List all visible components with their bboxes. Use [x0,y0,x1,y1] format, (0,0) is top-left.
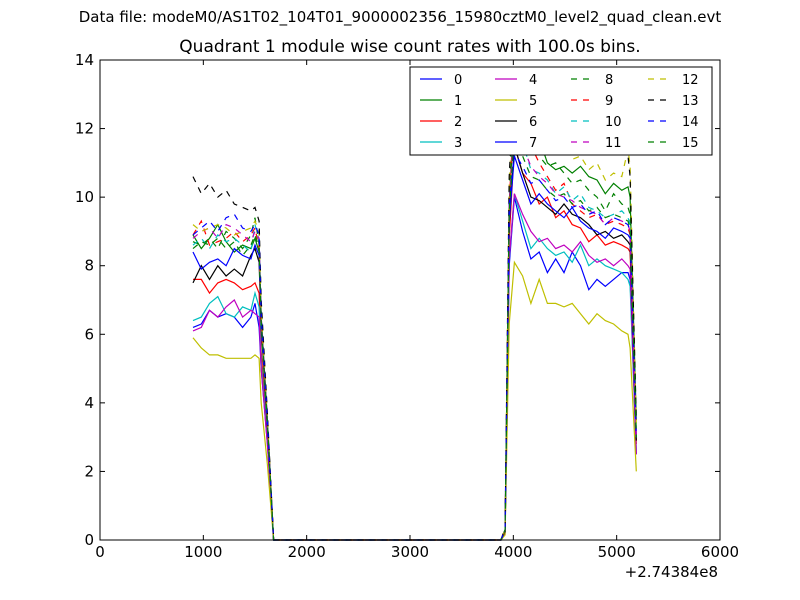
series-line-5 [192,260,637,541]
y-tick-label: 10 [75,188,94,206]
y-tick-label: 12 [75,120,94,138]
series-layer [192,68,637,541]
legend-label-0: 0 [454,73,462,88]
x-tick-label: 1000 [184,543,222,561]
legend-label-3: 3 [454,136,462,151]
series-line-8 [192,76,637,541]
series-line-10 [192,114,637,541]
series-line-4 [192,193,637,541]
y-tick-label: 2 [84,462,94,480]
legend-box [409,66,713,156]
legend-label-14: 14 [682,115,699,130]
legend-label-12: 12 [682,73,699,88]
x-tick-label: 0 [95,543,105,561]
legend-label-2: 2 [454,115,462,130]
y-tick-label: 8 [84,257,94,275]
legend-label-13: 13 [682,94,699,109]
legend-label-7: 7 [529,136,537,151]
x-tick-label: 4000 [494,543,532,561]
legend-label-8: 8 [605,73,613,88]
series-line-7 [192,155,637,541]
x-tick-label: 3000 [391,543,429,561]
data-file-label: Data file: modeM0/AS1T02_104T01_90000023… [78,8,722,26]
legend-label-15: 15 [682,136,699,151]
legend-label-10: 10 [605,115,622,130]
chart-title: Quadrant 1 module wise count rates with … [179,37,641,57]
x-tick-label: 6000 [701,543,739,561]
series-line-12 [192,87,637,541]
legend-label-11: 11 [605,136,622,151]
x-tick-label: 2000 [288,543,326,561]
legend-label-9: 9 [605,94,613,109]
y-tick-label: 0 [84,531,94,549]
legend-label-6: 6 [529,115,537,130]
legend-label-5: 5 [529,94,537,109]
y-tick-label: 14 [75,51,94,69]
x-offset-label: +2.74384e8 [625,563,718,581]
y-tick-label: 4 [84,394,94,412]
y-tick-label: 6 [84,325,94,343]
x-tick-label: 5000 [598,543,636,561]
series-line-11 [192,124,637,541]
legend-label-1: 1 [454,94,462,109]
legend-label-4: 4 [529,73,537,88]
